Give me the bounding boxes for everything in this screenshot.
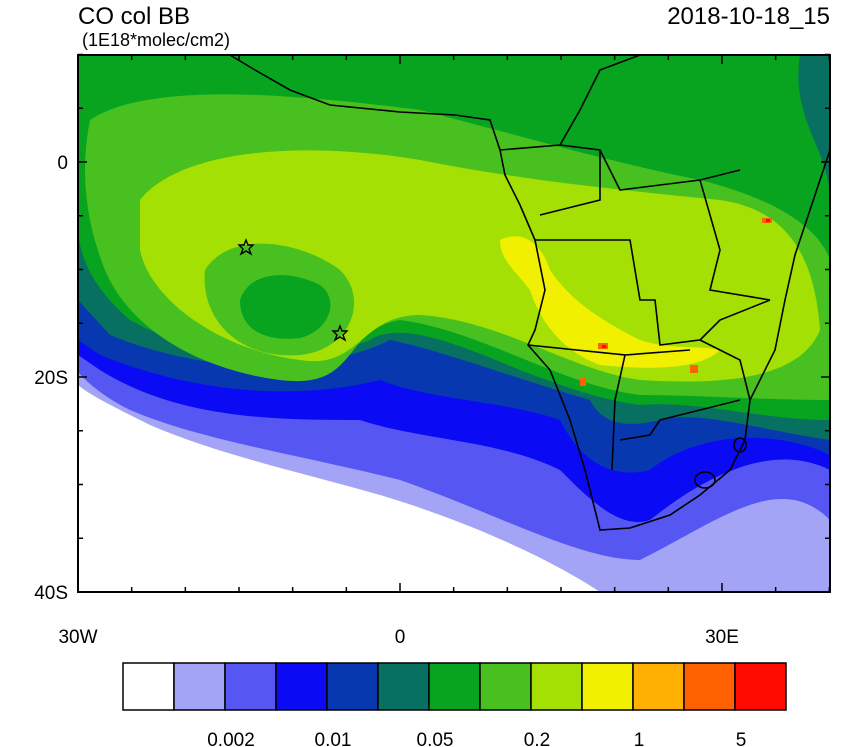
date: 2018-10-18_15 [667, 3, 830, 30]
colorbar-label: 5 [736, 730, 747, 747]
colorbar-label: 1 [634, 730, 645, 747]
title: CO col BB [78, 3, 190, 30]
contour-fill [240, 275, 331, 339]
color-box [479, 662, 532, 711]
color-box [326, 662, 379, 711]
colorbar: 0.002 0.01 0.05 0.2 1 5 [122, 662, 787, 747]
field [78, 55, 830, 592]
lat-label: 20S [34, 368, 68, 389]
units: (1E18*molec/cm2) [82, 30, 230, 50]
color-box [734, 662, 787, 711]
color-box [224, 662, 277, 711]
lon-label: 30E [705, 627, 739, 648]
color-box [530, 662, 583, 711]
lat-label: 40S [34, 583, 68, 604]
color-box [173, 662, 226, 711]
lon-label: 30W [58, 627, 97, 648]
colorbar-label: 0.01 [315, 730, 352, 747]
color-box [683, 662, 736, 711]
contour-fill [500, 236, 720, 368]
color-box [275, 662, 328, 711]
colorbar-label: 0.05 [417, 730, 454, 747]
lat-label: 0 [57, 153, 68, 174]
color-box [122, 662, 175, 711]
colorbar-label: 0.002 [207, 730, 255, 747]
color-box [632, 662, 685, 711]
coastlines [229, 55, 830, 531]
color-box [428, 662, 481, 711]
lon-label: 0 [395, 627, 406, 648]
ticks [77, 53, 831, 593]
stars [237, 238, 349, 342]
color-box [377, 662, 430, 711]
color-box [581, 662, 634, 711]
colorbar-label: 0.2 [524, 730, 550, 747]
